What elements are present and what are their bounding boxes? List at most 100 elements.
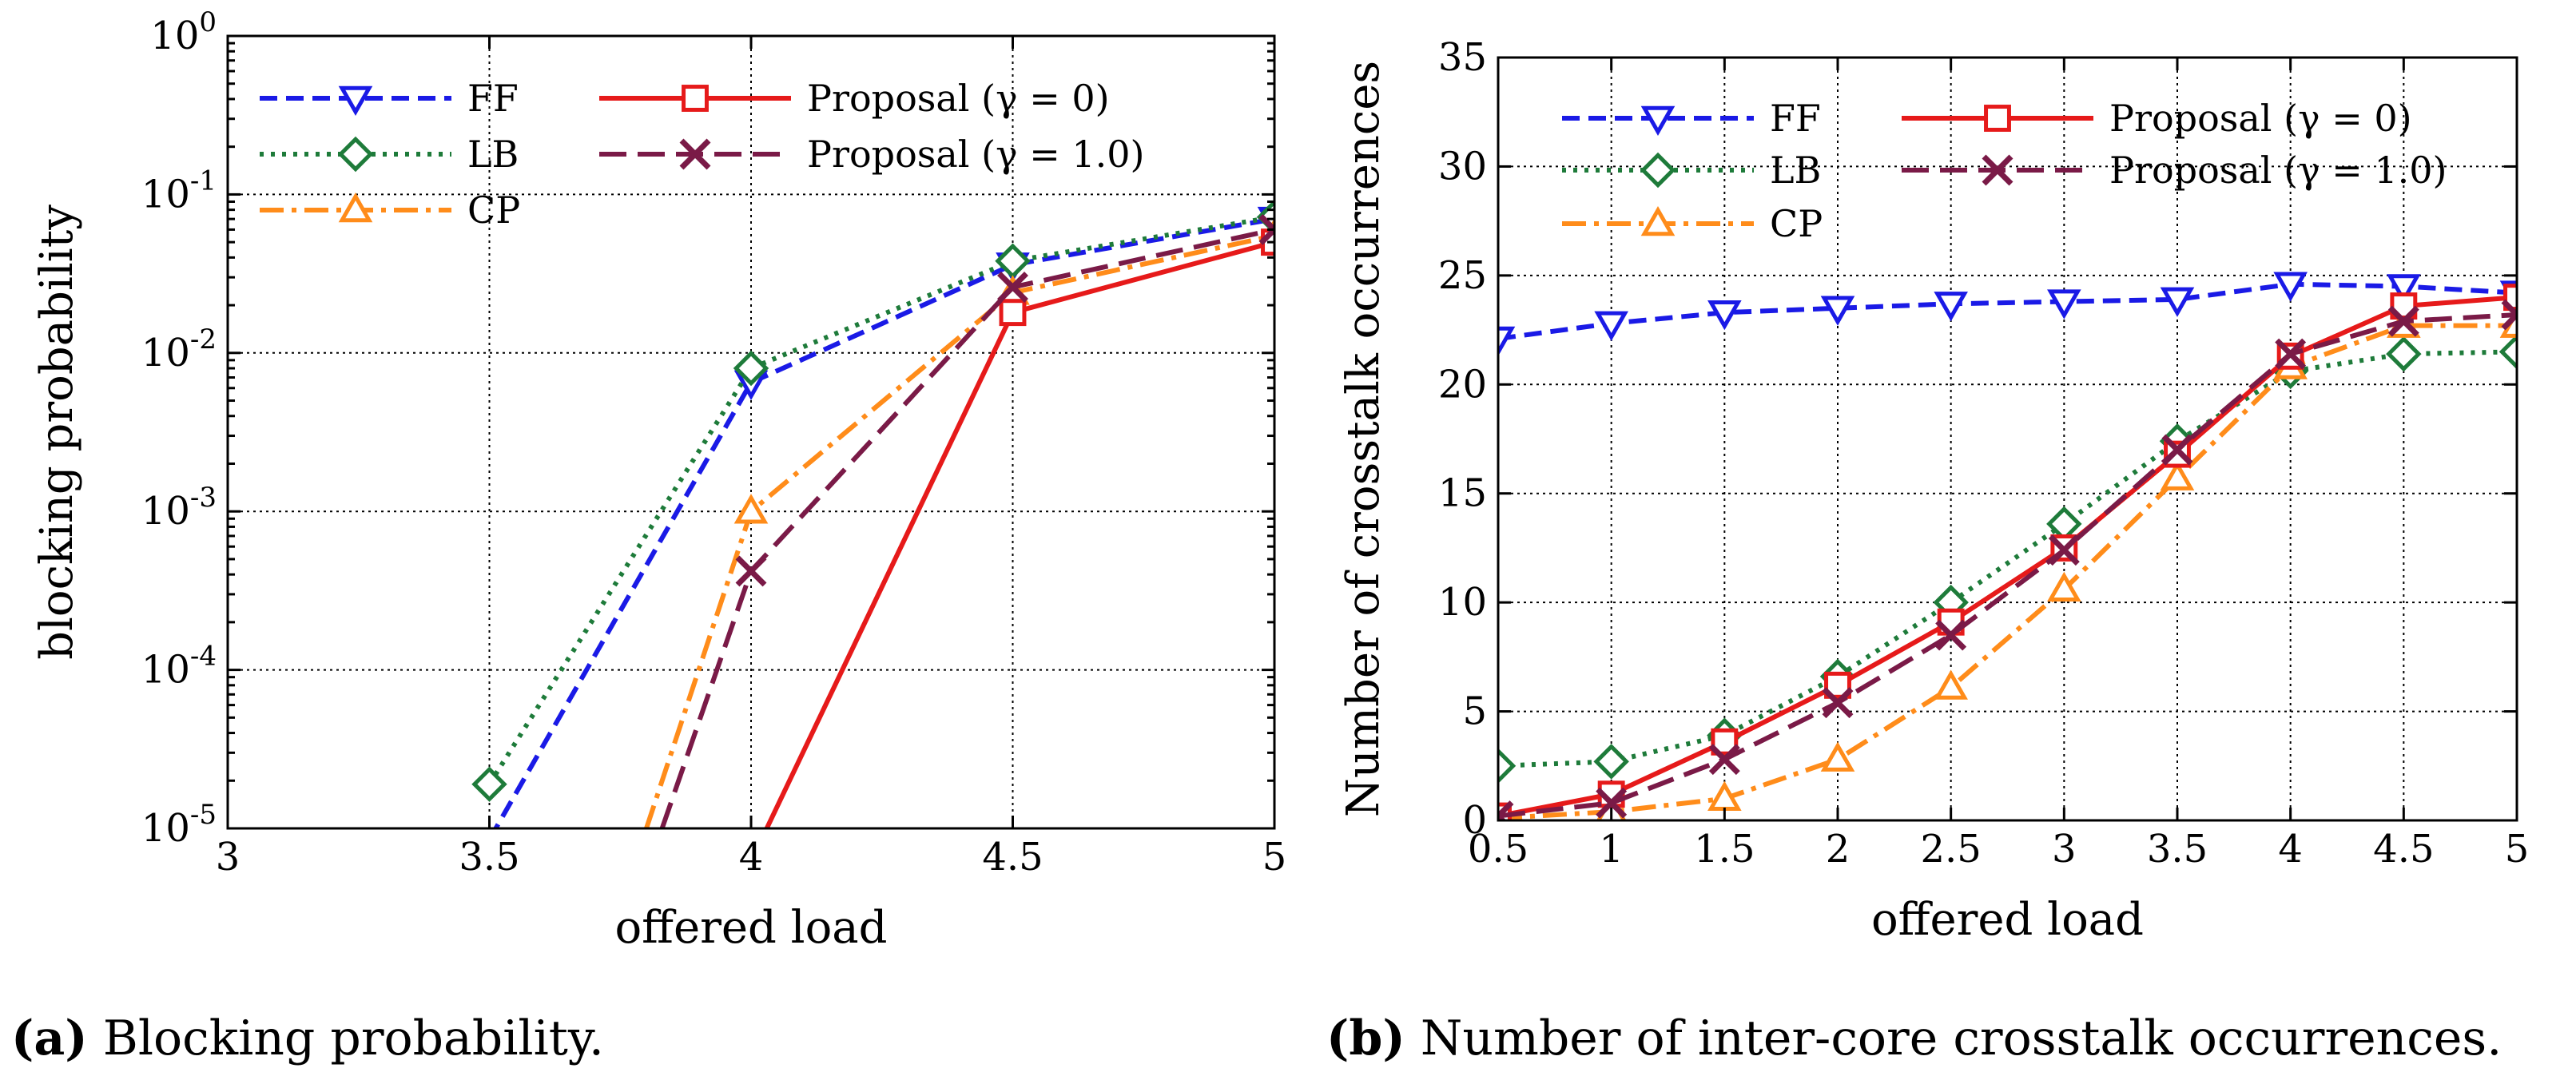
data-point bbox=[2161, 434, 2193, 466]
y-tick-label: 10-4 bbox=[141, 641, 217, 693]
y-tick-base: 10 bbox=[141, 489, 190, 534]
data-point bbox=[1594, 311, 1628, 341]
series-line bbox=[493, 216, 1274, 828]
ticks bbox=[1497, 56, 2518, 822]
legend-marker bbox=[1982, 154, 2013, 186]
series-line bbox=[1498, 281, 2517, 341]
legend-marker bbox=[679, 138, 711, 170]
legend-label: CP bbox=[467, 189, 520, 232]
x-tick-label: 4 bbox=[739, 835, 764, 879]
data-point bbox=[1596, 787, 1628, 819]
y-tick-exp: -1 bbox=[190, 165, 217, 197]
series-line bbox=[1498, 349, 2517, 768]
data-point bbox=[2047, 571, 2081, 602]
legend-item: LB bbox=[260, 133, 519, 176]
ticks bbox=[226, 34, 1276, 830]
legend-item: Proposal (γ = 1.0) bbox=[599, 133, 1144, 176]
series-line bbox=[487, 214, 1274, 786]
data-point bbox=[1822, 687, 1854, 719]
series-line bbox=[1498, 323, 2517, 820]
legend-marker bbox=[338, 192, 373, 223]
y-tick-label: 10-1 bbox=[141, 165, 217, 216]
data-point bbox=[471, 766, 507, 802]
y-tick-label: 15 bbox=[1438, 471, 1487, 516]
x-tick-label: 3.5 bbox=[459, 835, 519, 879]
legend-label: FF bbox=[1770, 97, 1821, 140]
series-proposal-0- bbox=[764, 228, 1274, 828]
x-tick-label: 4.5 bbox=[982, 835, 1043, 879]
y-axis-label: blocking probability bbox=[31, 204, 83, 660]
series-line bbox=[659, 227, 1274, 828]
plot-area bbox=[471, 199, 1274, 828]
legend-marker bbox=[1640, 105, 1676, 137]
legend-marker bbox=[1984, 105, 2011, 132]
legend-label: LB bbox=[1770, 149, 1821, 192]
data-point bbox=[2387, 274, 2421, 304]
data-point bbox=[999, 299, 1027, 327]
data-point bbox=[2275, 338, 2307, 370]
x-tick-label: 3 bbox=[2052, 827, 2077, 872]
legend-label: CP bbox=[1770, 202, 1823, 245]
y-tick-base: 10 bbox=[150, 14, 199, 58]
caption-b: (b) Number of inter-core crosstalk occur… bbox=[1326, 1011, 2502, 1066]
data-point bbox=[1258, 213, 1274, 245]
data-point bbox=[1498, 326, 1516, 357]
legend-label: FF bbox=[467, 77, 519, 120]
series-proposal-0- bbox=[1498, 284, 2517, 820]
legend-item: LB bbox=[1562, 149, 1821, 192]
x-tick-label: 2 bbox=[1826, 827, 1851, 872]
series-proposal-1-0- bbox=[659, 213, 1274, 828]
plot-area bbox=[1498, 272, 2517, 820]
series-ff bbox=[472, 206, 1274, 828]
y-tick-base: 10 bbox=[141, 806, 190, 851]
y-tick-exp: -4 bbox=[190, 641, 217, 673]
series-line bbox=[764, 240, 1274, 828]
y-tick-exp: 0 bbox=[199, 6, 217, 38]
series-cp bbox=[1498, 308, 2517, 820]
y-tick-exp: -2 bbox=[190, 324, 217, 355]
legend-item: FF bbox=[260, 77, 519, 120]
x-tick-label: 2.5 bbox=[1920, 827, 1981, 872]
x-tick-label: 1 bbox=[1599, 827, 1624, 872]
legend-item: CP bbox=[1562, 202, 1823, 245]
caption-a-label: (a) bbox=[11, 1011, 88, 1066]
y-tick-base: 10 bbox=[141, 648, 190, 693]
y-axis-label: Number of crosstalk occurrences bbox=[1338, 61, 1389, 817]
legend-item: Proposal (γ = 0) bbox=[1902, 97, 2412, 140]
y-tick-label: 5 bbox=[1462, 689, 1487, 734]
y-tick-label: 20 bbox=[1438, 362, 1487, 407]
legend-item: FF bbox=[1562, 97, 1821, 140]
legend-item: CP bbox=[260, 189, 520, 232]
data-point bbox=[2387, 305, 2419, 337]
series-line bbox=[1498, 295, 2517, 819]
series-line bbox=[644, 232, 1274, 828]
legend-item: Proposal (γ = 0) bbox=[599, 77, 1110, 120]
legend-marker bbox=[338, 85, 373, 117]
y-tick-label: 100 bbox=[150, 6, 217, 58]
series-lb bbox=[471, 199, 1274, 802]
caption-a-text: Blocking probability. bbox=[102, 1011, 604, 1066]
plot-frame bbox=[1497, 56, 2518, 822]
data-point bbox=[1498, 748, 1517, 784]
data-point bbox=[2048, 534, 2080, 566]
data-point bbox=[2047, 289, 2081, 320]
series-line bbox=[1498, 312, 2517, 819]
data-point bbox=[1934, 669, 1968, 700]
y-tick-label: 10 bbox=[1438, 580, 1487, 625]
series-ff bbox=[1498, 272, 2517, 357]
legend: FF LB CP Proposal (γ = 0) Proposal (γ = 1.0) bbox=[1562, 97, 2447, 245]
legend-marker bbox=[682, 85, 709, 112]
y-tick-label: 10-2 bbox=[141, 324, 217, 375]
caption-b-text: Number of inter-core crosstalk occurrenc… bbox=[1420, 1011, 2502, 1066]
y-tick-label: 10-3 bbox=[141, 482, 217, 534]
data-point bbox=[2386, 336, 2422, 372]
x-axis-label: offered load bbox=[1871, 894, 2144, 946]
legend-label: LB bbox=[467, 133, 519, 176]
y-tick-exp: -3 bbox=[190, 482, 217, 514]
y-tick-base: 10 bbox=[141, 331, 190, 375]
caption-a: (a) Blocking probability. bbox=[11, 1011, 604, 1066]
data-point bbox=[2160, 460, 2195, 490]
legend-item: Proposal (γ = 1.0) bbox=[1902, 149, 2447, 192]
x-tick-label: 5 bbox=[1262, 835, 1287, 879]
